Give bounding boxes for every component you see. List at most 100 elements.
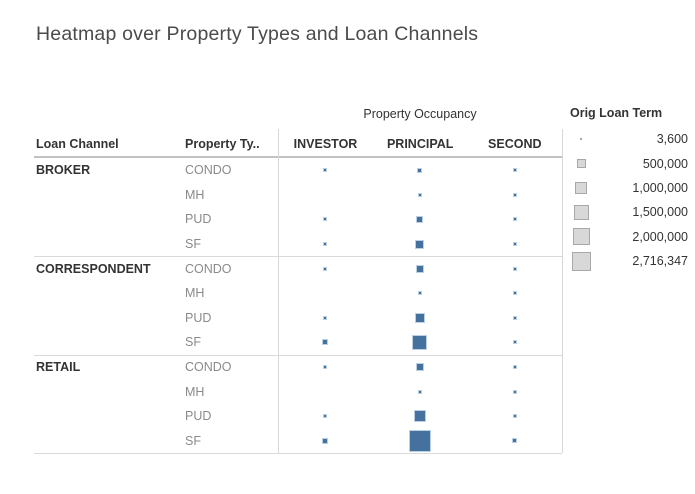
legend-value-label: 1,500,000 [632,205,688,220]
size-legend-items: 3,600 500,000 1,000,000 1,500,000 2,000,000 2… [570,127,688,273]
property-type-label[interactable]: MH [184,286,205,301]
size-mark[interactable] [413,410,426,423]
row-header-loan-channel[interactable]: Loan Channel [36,137,119,151]
size-mark[interactable] [512,414,517,419]
property-type-label[interactable]: PUD [184,409,212,424]
table-row: SF [36,232,562,257]
mark-cell-second [467,330,562,355]
size-mark[interactable] [323,414,328,419]
table-row: MH [36,183,562,208]
legend-item[interactable]: 1,000,000 [570,176,688,200]
size-mark[interactable] [414,312,425,323]
property-type-label[interactable]: MH [184,384,205,399]
size-mark[interactable] [323,242,328,247]
mark-cell-principal [373,232,468,257]
size-legend-title: Orig Loan Term [570,106,663,120]
mark-cell-investor [278,281,373,306]
size-mark[interactable] [417,291,422,296]
size-mark[interactable] [408,429,431,452]
size-mark[interactable] [323,266,328,271]
property-type-label[interactable]: SF [184,335,201,350]
mark-cell-investor [278,207,373,232]
legend-item[interactable]: 3,600 [570,127,688,151]
size-mark[interactable] [416,215,424,223]
property-type-label[interactable]: CONDO [184,359,232,374]
size-mark[interactable] [415,362,424,371]
size-mark[interactable] [512,168,517,173]
property-type-label[interactable]: SF [184,237,201,252]
mark-cell-second [467,207,562,232]
mark-cell-principal [373,379,468,404]
size-mark[interactable] [417,192,422,197]
row-header-property-type[interactable]: Property Ty.. [185,137,260,151]
vertical-grid-line-right [562,129,563,453]
legend-item[interactable]: 2,716,347 [570,249,688,273]
property-type-label[interactable]: CONDO [184,163,232,178]
mark-cell-investor [278,428,373,453]
size-mark[interactable] [512,389,517,394]
size-mark[interactable] [512,291,517,296]
table-row: PUD [36,404,562,429]
size-mark[interactable] [512,266,517,271]
property-type-label[interactable]: MH [184,187,205,202]
size-mark[interactable] [512,315,517,320]
table-row: SF [36,330,562,355]
legend-item[interactable]: 500,000 [570,151,688,175]
loan-channel-label[interactable]: BROKER [36,163,91,178]
mark-cell-principal [373,158,468,183]
table-row: CORRESPONDENT CONDO [36,256,562,281]
table-row: RETAIL CONDO [36,355,562,380]
column-header-second[interactable]: SECOND [488,137,542,151]
section-divider-1 [34,256,562,257]
legend-size-swatch [570,228,592,246]
mark-cell-principal [373,355,468,380]
size-mark[interactable] [512,192,517,197]
mark-cell-investor [278,256,373,281]
property-type-label[interactable]: CONDO [184,261,232,276]
size-mark[interactable] [415,239,425,249]
size-mark[interactable] [322,339,329,346]
table-row: MH [36,379,562,404]
size-mark[interactable] [323,217,328,222]
size-mark[interactable] [322,437,329,444]
legend-value-label: 500,000 [642,156,688,171]
column-dimension-label: Property Occupancy [363,107,477,121]
legend-item[interactable]: 1,500,000 [570,200,688,224]
size-mark[interactable] [512,364,517,369]
size-mark[interactable] [323,315,328,320]
table-row: PUD [36,207,562,232]
loan-channel-label[interactable]: RETAIL [36,359,81,374]
mark-cell-investor [278,330,373,355]
size-mark[interactable] [417,389,422,394]
table-row: BROKER CONDO [36,158,562,183]
mark-cell-investor [278,158,373,183]
column-header-investor[interactable]: INVESTOR [293,137,358,151]
property-type-label[interactable]: PUD [184,310,212,325]
size-mark[interactable] [512,438,518,444]
property-type-label[interactable]: PUD [184,212,212,227]
size-mark[interactable] [323,364,328,369]
mark-cell-second [467,379,562,404]
loan-channel-label[interactable]: CORRESPONDENT [36,261,151,276]
size-mark[interactable] [512,217,517,222]
mark-cell-investor [278,355,373,380]
mark-cell-second [467,305,562,330]
legend-size-swatch [570,251,592,271]
size-mark[interactable] [512,340,517,345]
legend-size-swatch [570,138,592,141]
mark-cell-second [467,355,562,380]
size-mark[interactable] [412,334,428,350]
column-header-principal[interactable]: PRINCIPAL [386,137,454,151]
mark-cell-principal [373,330,468,355]
legend-value-label: 2,716,347 [632,254,688,269]
legend-value-label: 2,000,000 [632,229,688,244]
legend-size-swatch [570,181,592,194]
legend-size-swatch [570,159,592,169]
size-mark[interactable] [417,167,423,173]
legend-item[interactable]: 2,000,000 [570,225,688,249]
property-type-label[interactable]: SF [184,433,201,448]
size-mark[interactable] [415,264,424,273]
size-mark[interactable] [512,242,517,247]
size-mark[interactable] [323,168,328,173]
